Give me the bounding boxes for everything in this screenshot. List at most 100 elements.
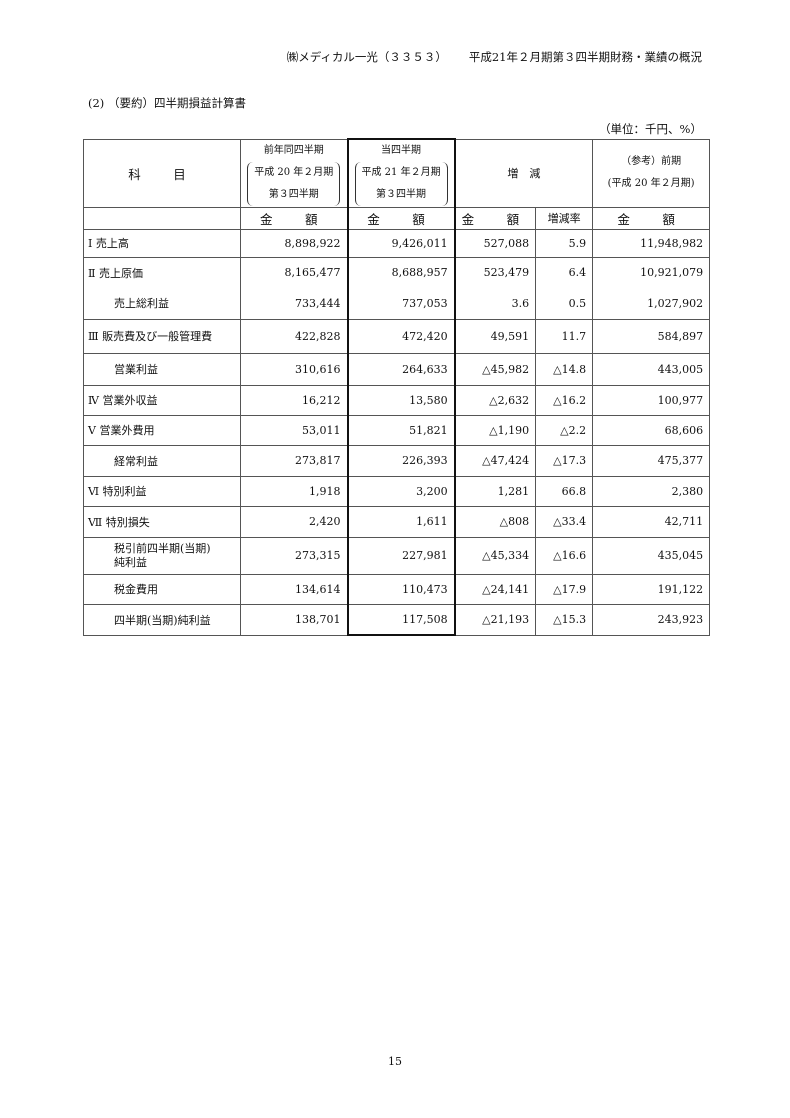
reference-amount: 100,977: [592, 384, 711, 416]
current-amount: 13,580: [346, 384, 456, 416]
row-label: Ⅲ 販売費及び一般管理費: [83, 318, 241, 354]
reference-amount: 42,711: [592, 505, 711, 538]
reference-amount: 191,122: [592, 573, 711, 605]
reference-amount: 10,921,079: [592, 256, 711, 288]
current-amount: 3,200: [346, 475, 456, 507]
report-title: 平成21年２月期第３四半期財務・業績の概況: [468, 50, 702, 64]
prev-amount: 422,828: [240, 318, 348, 354]
current-amount: 110,473: [346, 573, 456, 605]
prev-amount: 8,165,477: [240, 256, 348, 288]
change-amount: 49,591: [454, 318, 537, 354]
change-rate: △2.2: [535, 414, 594, 446]
row-label: Ⅴ 営業外費用: [83, 414, 241, 446]
change-rate: △33.4: [535, 505, 594, 538]
change-rate: △17.3: [535, 444, 594, 477]
change-amount: 523,479: [454, 256, 537, 288]
change-rate: 6.4: [535, 256, 594, 288]
change-rate: 5.9: [535, 228, 594, 258]
prev-amount: 1,918: [240, 475, 348, 507]
reference-amount: 11,948,982: [592, 228, 711, 258]
table-row: Ⅳ 営業外収益 16,212 13,580 △2,632 △16.2 100,977: [83, 384, 711, 416]
current-amount: 737,053: [346, 288, 456, 320]
change-amount: 1,281: [454, 475, 537, 507]
unit-note: （単位：千円、%）: [599, 122, 702, 136]
prev-amount: 273,315: [240, 536, 348, 575]
row-label: 税金費用: [83, 573, 241, 605]
change-rate: 0.5: [535, 288, 594, 320]
table-row: Ⅶ 特別損失 2,420 1,611 △808 △33.4 42,711: [83, 505, 711, 538]
reference-amount: 584,897: [592, 318, 711, 354]
reference-amount: 68,606: [592, 414, 711, 446]
prev-amount: 138,701: [240, 603, 348, 636]
current-amount: 51,821: [346, 414, 456, 446]
table-row: 税金費用 134,614 110,473 △24,141 △17.9 191,122: [83, 573, 711, 605]
row-label: Ⅱ 売上原価: [83, 256, 241, 288]
header-reference: （参考）前期 (平成 20 年２月期): [592, 138, 711, 208]
row-label: Ⅵ 特別利益: [83, 475, 241, 507]
table-row: Ⅵ 特別利益 1,918 3,200 1,281 66.8 2,380: [83, 475, 711, 507]
reference-amount: 1,027,902: [592, 288, 711, 320]
sub-rate: 増減率: [535, 206, 594, 230]
income-statement-table: 科 目 前年同四半期 平成 20 年２月期 第３四半期 当四半期 平成 21 年２月期…: [83, 138, 711, 636]
reference-amount: 2,380: [592, 475, 711, 507]
row-label: 営業利益: [83, 352, 241, 386]
row-label: Ⅶ 特別損失: [83, 505, 241, 538]
table-row: 経常利益 273,817 226,393 △47,424 △17.3 475,377: [83, 444, 711, 477]
table-row: 税引前四半期(当期) 純利益 273,315 227,981 △45,334 △16.6 4…: [83, 536, 711, 575]
row-label: Ⅳ 営業外収益: [83, 384, 241, 416]
change-rate: △17.9: [535, 573, 594, 605]
row-label: 四半期(当期)純利益: [83, 603, 241, 636]
prev-amount: 273,817: [240, 444, 348, 477]
current-amount: 117,508: [346, 603, 456, 636]
reference-amount: 435,045: [592, 536, 711, 575]
change-amount: △21,193: [454, 603, 537, 636]
sub-amount: 金 額: [346, 206, 456, 230]
reference-amount: 475,377: [592, 444, 711, 477]
row-label: 税引前四半期(当期) 純利益: [83, 536, 241, 575]
header-item: 科 目: [83, 138, 241, 208]
change-amount: △45,334: [454, 536, 537, 575]
change-rate: △15.3: [535, 603, 594, 636]
current-amount: 9,426,011: [346, 228, 456, 258]
change-amount: 3.6: [454, 288, 537, 320]
row-label: 売上総利益: [83, 288, 241, 320]
change-rate: △16.6: [535, 536, 594, 575]
header-change: 増 減: [454, 138, 594, 208]
reference-amount: 243,923: [592, 603, 711, 636]
table-row: 売上総利益 733,444 737,053 3.6 0.5 1,027,902: [83, 288, 711, 320]
change-amount: △45,982: [454, 352, 537, 386]
change-amount: 527,088: [454, 228, 537, 258]
change-rate: 11.7: [535, 318, 594, 354]
header-prev-period: 前年同四半期 平成 20 年２月期 第３四半期: [240, 138, 348, 208]
change-rate: 66.8: [535, 475, 594, 507]
change-amount: △1,190: [454, 414, 537, 446]
section-title: (2) （要約）四半期損益計算書: [88, 96, 246, 110]
change-amount: △47,424: [454, 444, 537, 477]
current-amount: 472,420: [346, 318, 456, 354]
sub-amount: 金 額: [240, 206, 348, 230]
page-number: 15: [388, 1055, 402, 1068]
company-name: ㈱メディカル一光（３３５３）: [286, 50, 447, 64]
reference-amount: 443,005: [592, 352, 711, 386]
table-row: 営業利益 310,616 264,633 △45,982 △14.8 443,005: [83, 352, 711, 386]
table-row: Ⅲ 販売費及び一般管理費 422,828 472,420 49,591 11.7 584,…: [83, 318, 711, 354]
change-amount: △2,632: [454, 384, 537, 416]
prev-amount: 16,212: [240, 384, 348, 416]
row-label: 経常利益: [83, 444, 241, 477]
table-row: 四半期(当期)純利益 138,701 117,508 △21,193 △15.3 243,…: [83, 603, 711, 636]
prev-amount: 310,616: [240, 352, 348, 386]
current-amount: 1,611: [346, 505, 456, 538]
prev-amount: 733,444: [240, 288, 348, 320]
current-amount: 226,393: [346, 444, 456, 477]
change-amount: △808: [454, 505, 537, 538]
running-header: ㈱メディカル一光（３３５３） 平成21年２月期第３四半期財務・業績の概況: [287, 49, 702, 65]
prev-amount: 134,614: [240, 573, 348, 605]
change-rate: △14.8: [535, 352, 594, 386]
change-amount: △24,141: [454, 573, 537, 605]
header-item-sub: [83, 207, 241, 230]
change-rate: △16.2: [535, 384, 594, 416]
sub-amount: 金 額: [592, 206, 711, 230]
header-current-period: 当四半期 平成 21 年２月期 第３四半期: [346, 138, 456, 208]
prev-amount: 8,898,922: [240, 228, 348, 258]
